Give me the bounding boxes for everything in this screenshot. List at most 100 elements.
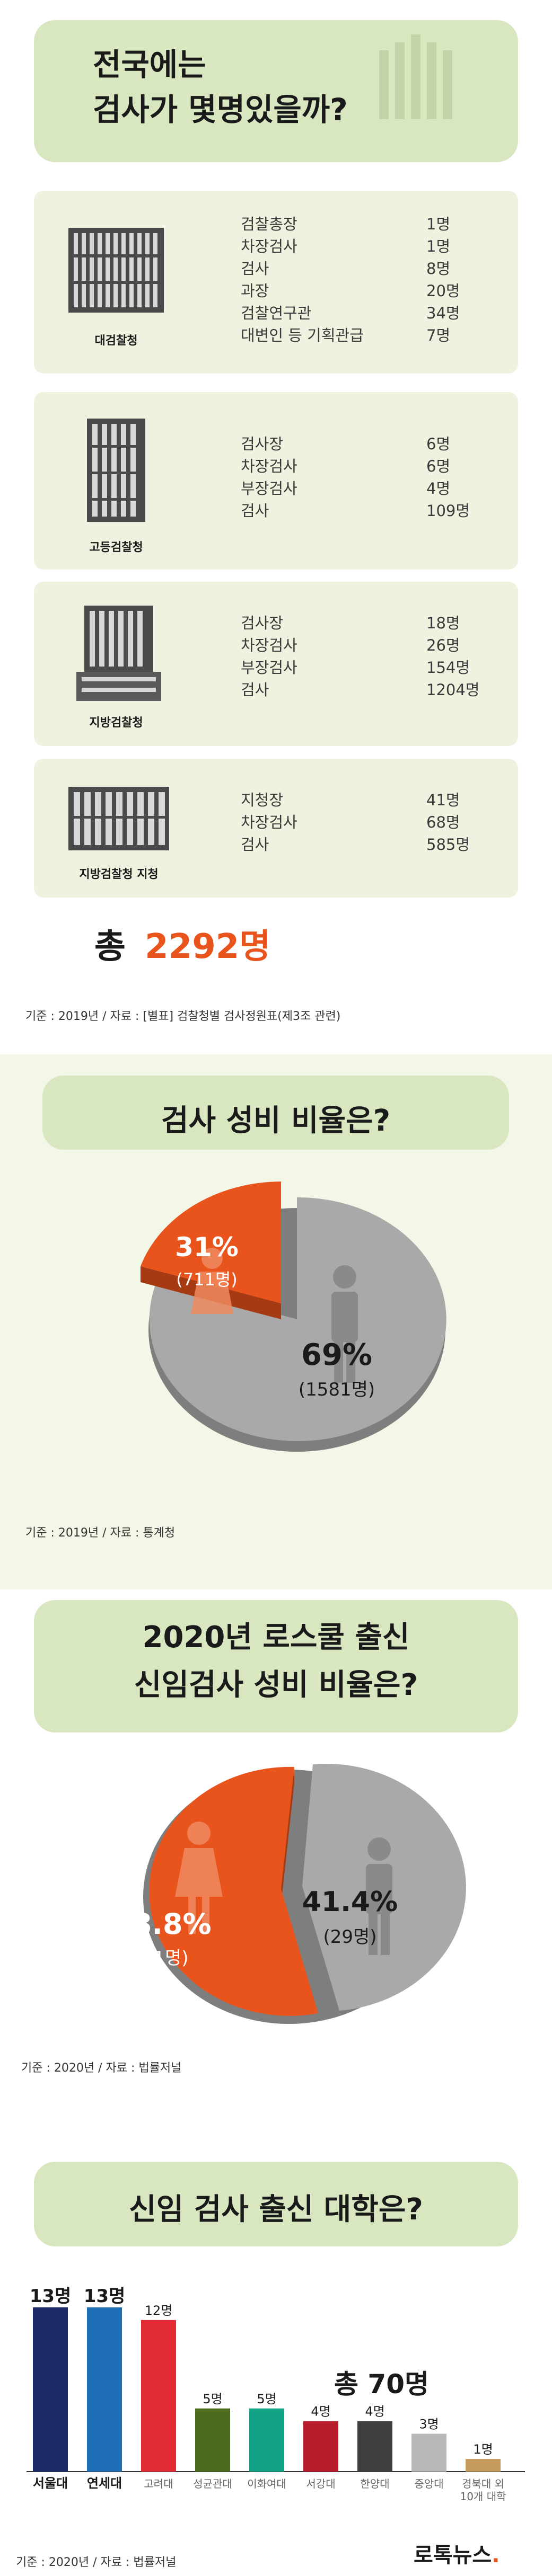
high-prosecutors-office-icon: [87, 419, 145, 522]
table-row: 차장검사 26명: [241, 633, 511, 655]
section-new-prosecutor-gender: 2020년 로스쿨 출신 신임검사 성비 비율은? 58.8% (41명) 41…: [0, 1589, 552, 2119]
category-label: 서울대: [33, 2476, 68, 2491]
bar-8: [466, 2459, 501, 2472]
male-icon: [331, 1265, 358, 1383]
bar-value-label: 3명: [419, 2417, 439, 2431]
row-value: 1204명: [426, 681, 480, 699]
row-name: 검사: [241, 836, 269, 854]
row-value: 1명: [426, 215, 451, 233]
row-name: 검사장: [241, 614, 284, 632]
row-name: 검사장: [241, 435, 284, 453]
category-label: 경북대 외 10개 대학: [460, 2477, 506, 2501]
row-name: 검사: [241, 681, 269, 699]
category-label: 성균관대: [193, 2477, 232, 2490]
bar-1: [87, 2307, 122, 2472]
gender-pie-chart: [141, 1182, 446, 1452]
card-rows: 검사장 18명 차장검사 26명 부장검사 154명 검사 1204명: [241, 611, 511, 700]
row-value: 18명: [426, 614, 460, 632]
source-note: 기준 : 2020년 / 자료 : 법률저널: [21, 2062, 182, 2075]
row-value: 585명: [426, 836, 470, 854]
category-label: 이화여대: [247, 2477, 286, 2490]
row-name: 과장: [241, 282, 269, 300]
bar-3: [195, 2408, 230, 2472]
female-percentage: 58.8%: [112, 1907, 212, 1941]
card-label: 지방검찰청 지청: [79, 868, 159, 881]
row-value: 7명: [426, 326, 451, 344]
bar-value-label: 5명: [257, 2392, 276, 2406]
row-name: 차장검사: [241, 813, 297, 831]
pie-slice-male: [149, 1197, 446, 1441]
section-prosecutor-count: 전국에는 검사가 몇명있을까? 대검찰청 검찰총장 1명 차장검사 1명 검사 8명 …: [0, 0, 552, 1054]
section3-title-line1: 2020년 로스쿨 출신: [142, 1620, 410, 1655]
card-rows: 지청장 41명 차장검사 68명 검사 585명: [241, 788, 511, 855]
total-value: 2292명: [145, 927, 271, 966]
row-name: 지청장: [241, 791, 284, 809]
male-count: (29명): [323, 1926, 377, 1948]
source-note: 기준 : 2019년 / 자료 : [별표] 검찰청별 검사정원표(제3조 관련…: [25, 1010, 341, 1023]
table-row: 검사 585명: [241, 832, 511, 855]
table-row: 차장검사 1명: [241, 234, 511, 256]
table-row: 검사 1204명: [241, 678, 511, 700]
pie-slice-female: [141, 1182, 281, 1303]
female-icon: [191, 1248, 233, 1314]
total-count: 총 2292명: [94, 919, 270, 968]
row-name: 차장검사: [241, 636, 297, 654]
card-label: 대검찰청: [94, 334, 138, 348]
bar-value-label: 4명: [311, 2404, 330, 2419]
category-label: 한양대: [360, 2477, 389, 2490]
table-row: 검사 8명: [241, 256, 511, 279]
table-row: 검찰연구관 34명: [241, 301, 511, 323]
card-high-prosecutors-office: 고등검찰청 검사장 6명 차장검사 6명 부장검사 4명 검사 109명: [34, 392, 518, 570]
female-percentage: 31%: [175, 1232, 239, 1263]
source-note: 기준 : 2020년 / 자료 : 법률저널: [16, 2556, 177, 2569]
female-count: (711명): [176, 1269, 238, 1290]
table-row: 차장검사 68명: [241, 810, 511, 832]
logo-text: 로톡뉴스: [414, 2543, 492, 2568]
row-value: 68명: [426, 813, 460, 831]
district-prosecutors-office-icon: [76, 606, 161, 701]
row-value: 34명: [426, 304, 460, 322]
bar-4: [249, 2408, 284, 2472]
bar-value-label: 5명: [203, 2392, 222, 2406]
table-row: 차장검사 6명: [241, 454, 511, 476]
card-supreme-prosecutors-office: 대검찰청 검찰총장 1명 차장검사 1명 검사 8명 과장 20명 검찰연구관 34명 대…: [34, 191, 518, 374]
row-value: 4명: [426, 479, 451, 498]
bar-5: [303, 2421, 338, 2472]
male-icon: [366, 1837, 392, 1955]
category-label: 연세대: [87, 2476, 122, 2491]
title-banner: [42, 1076, 509, 1150]
logo: 로톡뉴스.: [414, 2538, 500, 2569]
row-name: 부장검사: [241, 659, 297, 677]
category-label: 중앙대: [414, 2477, 443, 2490]
row-value: 20명: [426, 282, 460, 300]
supreme-prosecutors-office-icon: [68, 228, 164, 313]
card-rows: 검사장 6명 차장검사 6명 부장검사 4명 검사 109명: [241, 432, 511, 521]
section1-title-line1: 전국에는: [93, 47, 206, 83]
table-row: 부장검사 154명: [241, 655, 511, 678]
title-banner: [34, 1600, 518, 1733]
male-percentage: 41.4%: [302, 1886, 398, 1918]
row-name: 차장검사: [241, 457, 297, 475]
bar-value-label: 1명: [473, 2442, 493, 2457]
total-prefix: 총: [94, 927, 126, 966]
female-count: (41명): [135, 1948, 189, 1969]
card-district-prosecutors-office: 지방검찰청 검사장 18명 차장검사 26명 부장검사 154명 검사 1204명: [34, 582, 518, 746]
title-banner: [34, 2162, 518, 2246]
row-value: 8명: [426, 260, 451, 278]
row-value: 1명: [426, 237, 451, 255]
bar-value-label: 12명: [145, 2303, 173, 2318]
card-label: 지방검찰청: [89, 716, 143, 730]
university-total: 총 70명: [334, 2369, 429, 2400]
bar-2: [141, 2320, 176, 2472]
category-label: 서강대: [306, 2477, 335, 2490]
row-name: 검사: [241, 260, 269, 278]
bar-value-label: 4명: [365, 2404, 384, 2419]
male-count: (1581명): [298, 1379, 375, 1400]
row-value: 109명: [426, 502, 470, 520]
section3-title-line2: 신임검사 성비 비율은?: [134, 1668, 418, 1702]
table-row: 지청장 41명: [241, 788, 511, 810]
category-label: 고려대: [144, 2477, 173, 2490]
row-name: 부장검사: [241, 479, 297, 498]
row-name: 검찰총장: [241, 215, 297, 233]
